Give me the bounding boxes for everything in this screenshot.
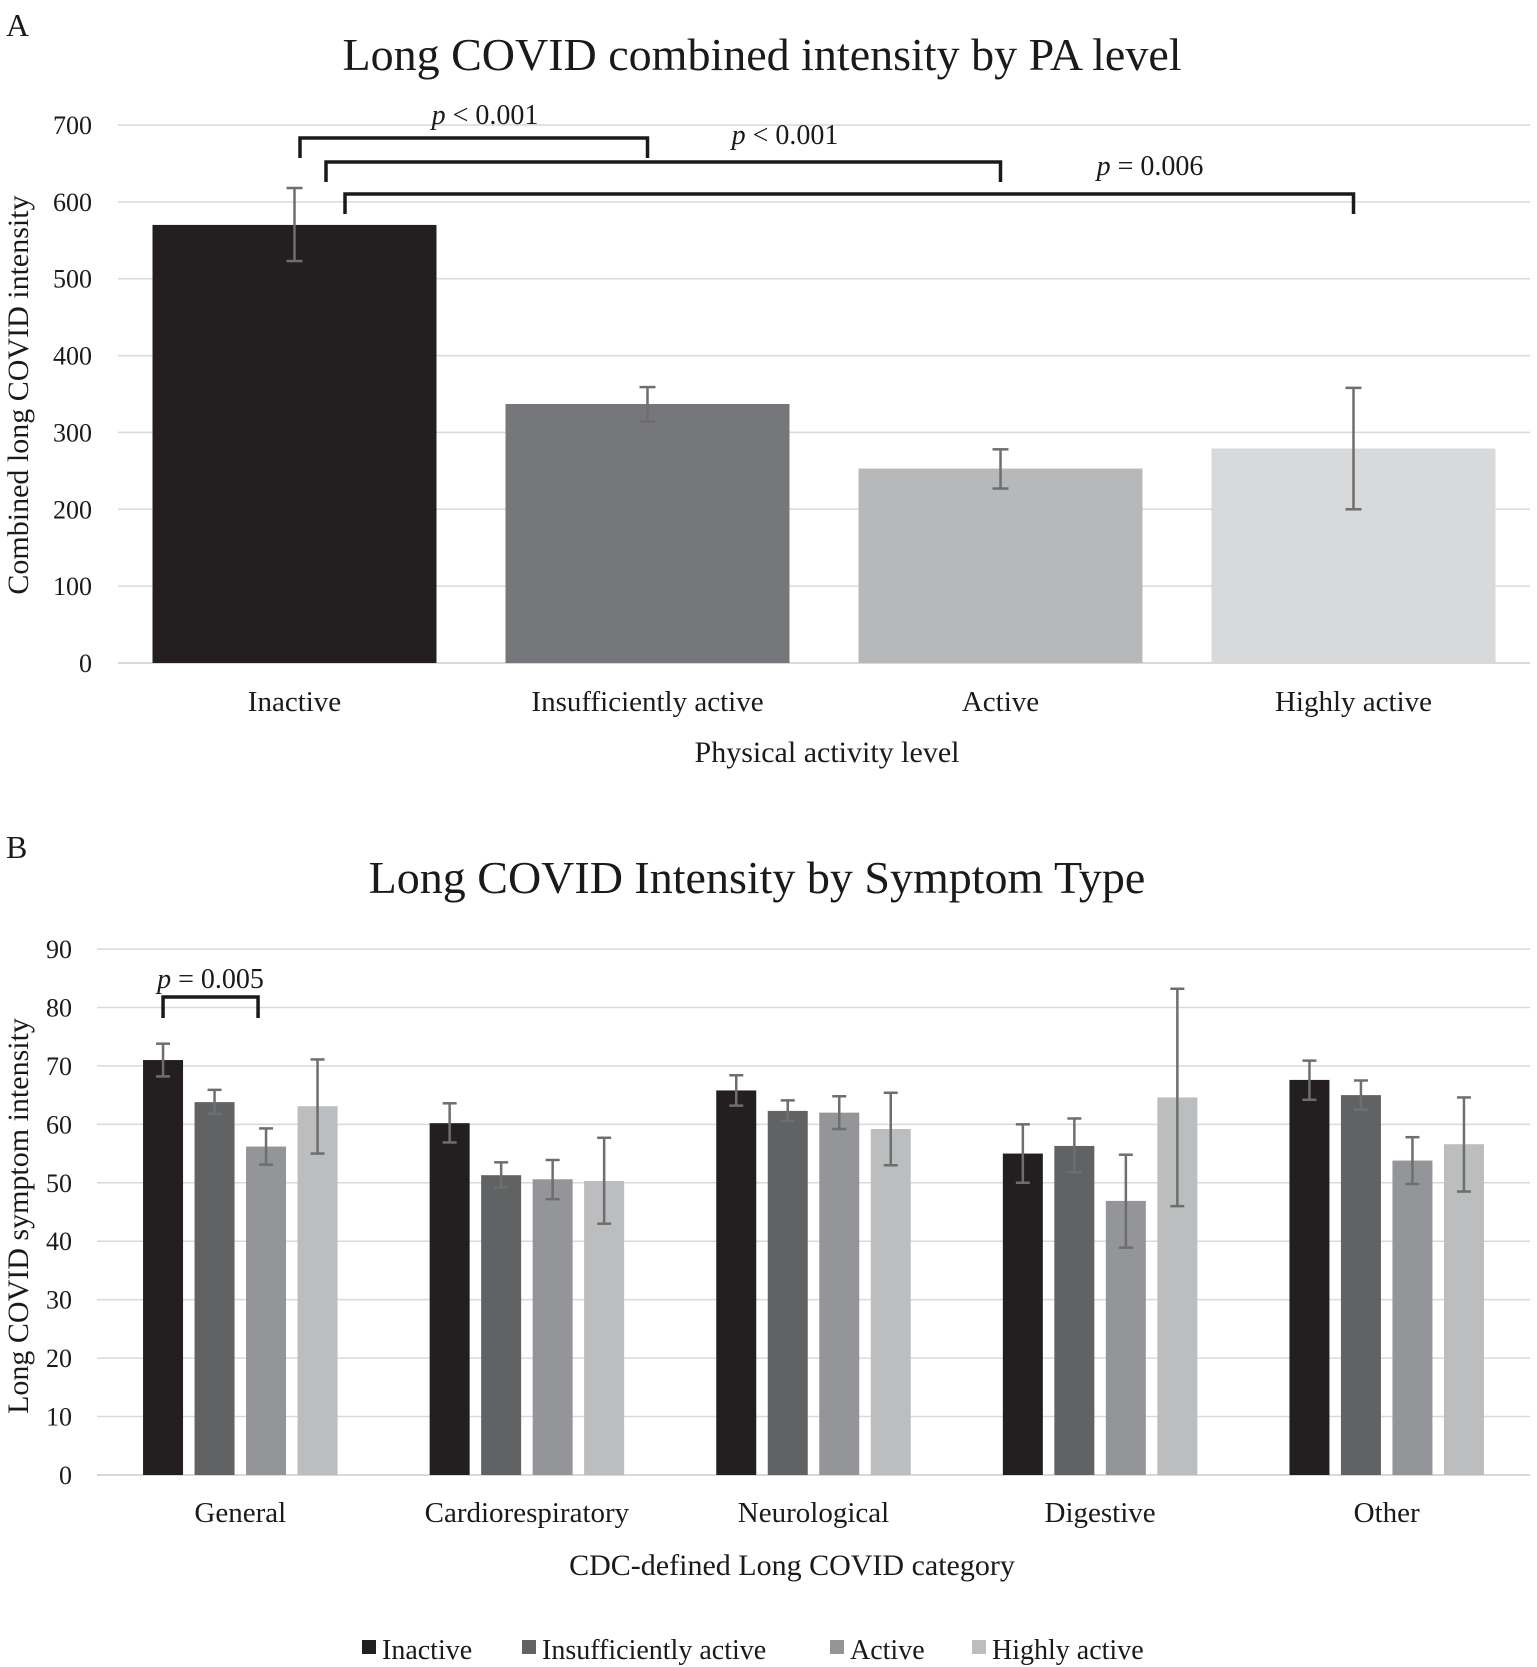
significance-bracket [161, 995, 260, 1018]
legend-swatch [522, 1640, 536, 1654]
y-tick-label: 10 [46, 1403, 72, 1432]
legend-swatch [972, 1640, 986, 1654]
panel-a-significance: p < 0.001 p < 0.001 p = 0.006 [298, 100, 1356, 214]
bar [767, 1110, 808, 1475]
bar [1340, 1095, 1381, 1475]
panel-a-y-axis-label: Combined long COVID intensity [2, 195, 35, 594]
y-tick-label: 200 [53, 495, 92, 524]
bar [858, 468, 1143, 663]
panel-a-x-categories: Inactive Insufficiently active Active Highl… [248, 686, 1432, 718]
legend-label: Insufficiently active [542, 1635, 766, 1666]
x-category-label: Cardiorespiratory [425, 1497, 630, 1529]
significance-bracket [324, 160, 1003, 182]
x-category-label: Active [962, 686, 1039, 718]
y-tick-label: 90 [46, 935, 72, 964]
bar [194, 1102, 235, 1475]
x-category-label: Inactive [248, 686, 341, 718]
y-tick-label: 0 [79, 649, 92, 678]
bar [481, 1175, 522, 1475]
panel-b-x-categories: General Cardiorespiratory Neurological Dige… [194, 1497, 1420, 1529]
bar [297, 1106, 338, 1475]
p-value-label: p < 0.001 [730, 120, 839, 151]
panel-b-significance: p = 0.005 [155, 964, 264, 1018]
x-category-label: Other [1354, 1497, 1420, 1529]
panel-a-bars [152, 224, 1496, 663]
y-tick-label: 20 [46, 1344, 72, 1373]
panel-a-y-ticks: 0 100 200 300 400 500 600 700 [53, 111, 92, 678]
bar [1054, 1145, 1095, 1475]
y-tick-label: 300 [53, 418, 92, 447]
p-value-label: p < 0.001 [430, 100, 539, 131]
panel-a-chart: A Long COVID combined intensity by PA le… [2, 7, 1530, 769]
y-tick-label: 30 [46, 1286, 72, 1315]
y-tick-label: 400 [53, 342, 92, 371]
bar [152, 224, 437, 663]
p-value-label: p = 0.005 [155, 964, 264, 995]
panel-b-x-axis-label: CDC-defined Long COVID category [569, 1549, 1015, 1582]
significance-bracket [343, 192, 1356, 214]
bar [1392, 1160, 1433, 1475]
panel-b-chart: B Long COVID Intensity by Symptom Type L… [2, 829, 1530, 1666]
p-value-label: p = 0.006 [1095, 151, 1204, 182]
y-tick-label: 600 [53, 188, 92, 217]
x-category-label: Digestive [1045, 1497, 1156, 1529]
bar [429, 1123, 470, 1475]
y-tick-label: 60 [46, 1110, 72, 1139]
y-tick-label: 40 [46, 1227, 72, 1256]
panel-b-title: Long COVID Intensity by Symptom Type [369, 852, 1146, 903]
panel-a-error-bars [286, 186, 1362, 511]
bar [1443, 1144, 1484, 1475]
panel-b-y-ticks: 0 10 20 30 40 50 60 70 80 90 [46, 935, 72, 1490]
legend-swatch [362, 1640, 376, 1654]
x-category-label: Neurological [738, 1497, 889, 1529]
x-category-label: General [194, 1497, 286, 1529]
bar [819, 1112, 860, 1475]
y-tick-label: 500 [53, 265, 92, 294]
panel-b-bars [143, 1060, 1484, 1475]
bar [1002, 1153, 1043, 1475]
bar [870, 1129, 911, 1475]
legend-label: Inactive [382, 1635, 472, 1666]
legend-label: Active [850, 1635, 925, 1666]
legend-label: Highly active [992, 1635, 1144, 1666]
y-tick-label: 700 [53, 111, 92, 140]
y-tick-label: 0 [59, 1461, 72, 1490]
panel-a-letter: A [6, 7, 29, 43]
y-tick-label: 70 [46, 1052, 72, 1081]
y-tick-label: 80 [46, 993, 72, 1022]
panel-b-error-bars [156, 987, 1471, 1249]
panel-b-legend: Inactive Insufficiently active Active Highl… [362, 1635, 1144, 1666]
bar [143, 1060, 184, 1475]
bar [505, 403, 790, 663]
panel-a-x-axis-label: Physical activity level [695, 736, 960, 769]
panel-b-letter: B [6, 829, 27, 865]
legend-swatch [830, 1640, 844, 1654]
x-category-label: Highly active [1275, 686, 1432, 718]
bar [716, 1090, 757, 1475]
bar [532, 1179, 573, 1475]
panel-b-y-axis-label: Long COVID symptom intensity [2, 1018, 35, 1414]
x-category-label: Insufficiently active [531, 686, 763, 718]
y-tick-label: 50 [46, 1169, 72, 1198]
bar [584, 1181, 625, 1475]
bar [246, 1146, 287, 1475]
significance-bracket [298, 136, 650, 158]
y-tick-label: 100 [53, 572, 92, 601]
panel-a-title: Long COVID combined intensity by PA leve… [342, 29, 1181, 80]
bar [1289, 1079, 1330, 1475]
